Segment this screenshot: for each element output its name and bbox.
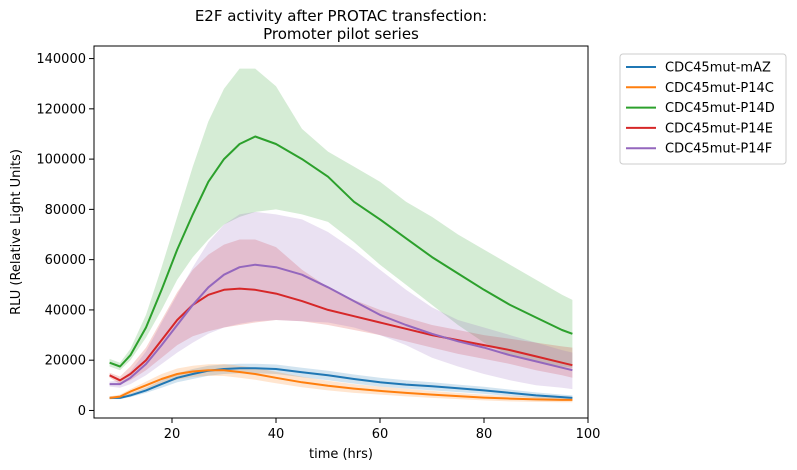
- y-axis-label: RLU (Relative Light Units): [9, 149, 24, 315]
- confidence-bands: [109, 68, 573, 403]
- line-series-4: [109, 287, 573, 382]
- x-tick-label: 80: [476, 427, 493, 442]
- x-tick-label: 40: [268, 427, 285, 442]
- legend-label: CDC45mut-mAZ: [665, 61, 771, 76]
- y-tick-label: 40000: [45, 303, 86, 318]
- line-series-1: [109, 367, 573, 399]
- line-series-3: [109, 135, 573, 368]
- chart-title-line-2: Promoter pilot series: [263, 25, 419, 43]
- legend: CDC45mut-mAZ CDC45mut-P14C CDC45mut-P14D CD…: [619, 53, 787, 165]
- legend-label: CDC45mut-P14F: [665, 142, 772, 157]
- y-tick-label: 0: [78, 404, 86, 419]
- x-tick-label: 100: [576, 427, 601, 442]
- legend-label: CDC45mut-P14E: [665, 121, 773, 136]
- y-axis-ticks: 0 20000 40000 60000 80000 100000 120000 140000: [36, 52, 94, 419]
- x-tick-label: 60: [372, 427, 389, 442]
- band-series-1: [109, 363, 573, 401]
- plot-area-frame: [93, 45, 589, 419]
- y-tick-label: 20000: [45, 354, 86, 369]
- band-series-3: [109, 68, 573, 371]
- legend-label: CDC45mut-P14C: [665, 81, 774, 96]
- line-series-2: [109, 369, 573, 401]
- x-axis-label: time (hrs): [309, 447, 373, 462]
- chart-title-line-1: E2F activity after PROTAC transfection:: [195, 7, 487, 25]
- band-series-5: [109, 211, 573, 390]
- line-series-5: [109, 263, 573, 386]
- legend-box: [619, 53, 787, 165]
- y-tick-label: 60000: [45, 253, 86, 268]
- band-series-4: [109, 239, 573, 385]
- band-series-2: [109, 364, 573, 403]
- y-tick-label: 100000: [36, 153, 86, 168]
- x-tick-label: 20: [164, 427, 181, 442]
- legend-label: CDC45mut-P14D: [665, 101, 775, 116]
- x-axis-ticks: 20 40 60 80 100: [164, 418, 601, 442]
- y-tick-label: 120000: [36, 102, 86, 117]
- y-tick-label: 140000: [36, 52, 86, 67]
- chart-title: E2F activity after PROTAC transfection: …: [195, 7, 487, 43]
- series-lines: [109, 135, 573, 401]
- y-tick-label: 80000: [45, 203, 86, 218]
